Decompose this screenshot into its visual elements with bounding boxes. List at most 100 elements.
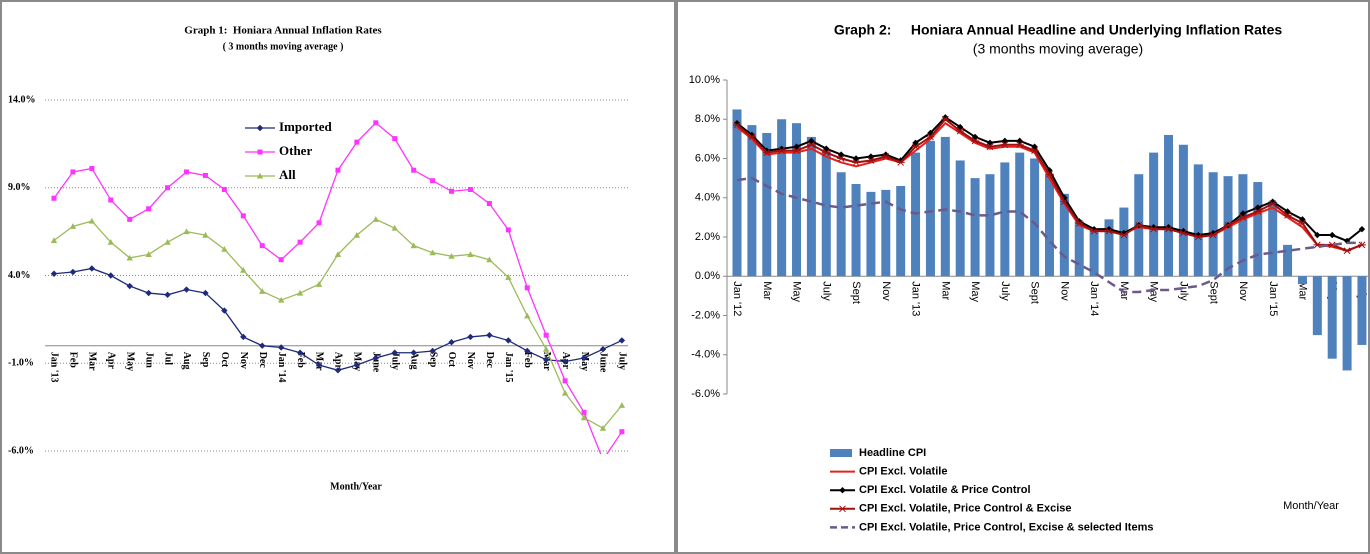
marker [792, 147, 801, 155]
bar [1178, 144, 1188, 277]
marker [221, 187, 227, 193]
marker [296, 349, 304, 356]
marker [808, 137, 815, 145]
marker [1314, 231, 1321, 239]
marker [941, 115, 950, 123]
marker [1149, 225, 1158, 233]
bar [940, 136, 950, 277]
x-tick-label: Mar [939, 281, 951, 300]
y-tick-label: 6.0% [695, 152, 720, 164]
marker [1030, 147, 1039, 155]
bar [970, 178, 980, 277]
marker [334, 251, 342, 257]
marker [505, 337, 512, 344]
marker [146, 206, 152, 212]
marker [762, 149, 771, 156]
marker [1164, 225, 1173, 233]
marker [777, 147, 786, 155]
y-tick-label: -6.0% [691, 388, 720, 400]
marker [107, 238, 114, 245]
marker [911, 143, 920, 151]
marker [88, 265, 96, 272]
marker [1016, 137, 1023, 145]
marker [561, 358, 569, 365]
marker [599, 346, 607, 353]
bar [821, 150, 831, 277]
marker [986, 139, 994, 146]
marker [259, 288, 266, 294]
marker [486, 256, 493, 263]
marker [1358, 225, 1366, 233]
x-tick-label: Nov [238, 352, 249, 369]
marker [505, 227, 511, 233]
x-tick-label: Jul [162, 352, 173, 366]
bar [792, 123, 802, 277]
marker [50, 237, 58, 243]
y-tick-label: 8.0% [695, 113, 720, 125]
marker [580, 354, 588, 362]
x-tick-label: Aug [181, 352, 192, 370]
x-tick-label: June [371, 352, 382, 373]
x-tick-label: July [1177, 281, 1189, 301]
x-tick-label: May [579, 352, 590, 371]
marker [618, 402, 626, 408]
marker [580, 414, 588, 421]
marker [1015, 141, 1024, 149]
bar [1119, 207, 1129, 277]
marker [257, 149, 263, 155]
marker [410, 349, 417, 356]
marker [1001, 137, 1009, 145]
marker [822, 149, 831, 156]
marker [1268, 200, 1277, 207]
marker [467, 251, 474, 257]
marker [354, 139, 360, 145]
bar [1104, 219, 1114, 277]
marker [467, 333, 474, 341]
marker [618, 337, 626, 344]
marker [896, 159, 905, 166]
x-tick-label: Jan '13 [49, 352, 60, 383]
x-tick-label: Oct [446, 352, 457, 368]
x-tick-label: Apr [333, 352, 344, 370]
marker [69, 268, 77, 276]
bar [1000, 162, 1010, 277]
x-tick-label: Mar [314, 352, 325, 371]
marker [315, 361, 323, 369]
marker [256, 124, 264, 132]
x-tick-label: May [1148, 281, 1160, 302]
marker [897, 157, 904, 164]
x-tick-label: Sept [1207, 281, 1219, 304]
marker [202, 231, 209, 238]
y-tick-label: 0.0% [695, 270, 720, 282]
marker [202, 289, 209, 297]
x-tick-label: Apr [105, 352, 116, 370]
chart-title: Graph 2: Honiara Annual Headline and Und… [834, 22, 1283, 38]
x-tick-label: July [820, 281, 832, 301]
marker [852, 155, 860, 162]
marker [297, 239, 303, 245]
bar [1030, 158, 1040, 277]
marker [1253, 208, 1262, 215]
marker [985, 143, 994, 151]
x-tick-label: Aug [408, 352, 419, 370]
bar [881, 189, 891, 277]
graph-2: Graph 2: Honiara Annual Headline and Und… [689, 22, 1368, 534]
marker [88, 217, 96, 224]
x-tick-label: Nov [1058, 281, 1070, 301]
marker [69, 223, 77, 229]
marker [956, 127, 965, 135]
marker [202, 172, 208, 178]
marker [1298, 219, 1307, 227]
marker [619, 429, 625, 435]
x-tick-label: Jan '14 [276, 352, 287, 383]
x-tick-label: Nov [465, 352, 476, 369]
marker [372, 354, 380, 362]
marker [807, 141, 816, 149]
x-tick-label: Mar [761, 281, 773, 300]
marker [256, 172, 264, 179]
marker [278, 257, 284, 263]
x-tick-label: May [352, 352, 363, 371]
marker [971, 133, 979, 141]
marker [926, 133, 935, 141]
x-axis-label: Month/Year [1283, 500, 1339, 512]
